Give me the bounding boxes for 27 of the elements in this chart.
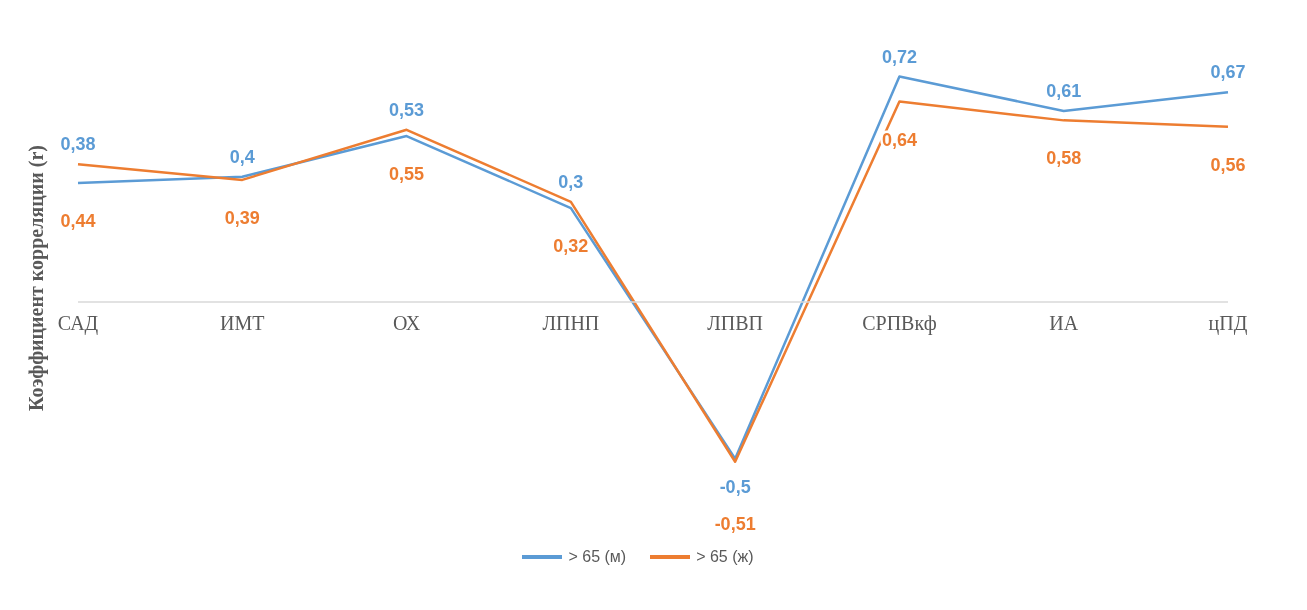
data-label: 0,39 [224, 207, 260, 228]
x-tick-label: ЛПНП [542, 312, 600, 335]
data-label: 0,4 [229, 146, 255, 167]
legend-label: > 65 (м) [568, 548, 627, 566]
legend-label: > 65 (ж) [696, 548, 754, 566]
data-label: -0,51 [714, 513, 756, 534]
x-tick-label: ИА [1049, 312, 1079, 335]
data-label: -0,5 [719, 476, 751, 497]
x-tick-label: САД [57, 312, 99, 336]
x-tick-label: цПД [1208, 312, 1248, 336]
data-label: 0,3 [558, 171, 584, 192]
data-label: 0,44 [60, 211, 96, 232]
data-label: 0,72 [881, 46, 917, 67]
data-label: 0,56 [1210, 154, 1246, 175]
data-label: 0,53 [389, 99, 425, 120]
x-tick-label: ИМТ [220, 312, 265, 335]
data-label: 0,55 [389, 164, 425, 185]
y-axis-title: Коэффициент корреляции (r) [24, 145, 48, 411]
data-label: 0,32 [553, 236, 589, 257]
x-tick-label: ОХ [392, 312, 421, 335]
data-label: 0,58 [1046, 148, 1082, 169]
data-label: 0,61 [1046, 80, 1082, 101]
data-label: 0,38 [60, 134, 96, 155]
data-label: 0,67 [1210, 62, 1246, 83]
data-label: 0,64 [881, 129, 917, 150]
x-tick-label: СРПВкф [862, 312, 937, 336]
x-tick-label: ЛПВП [707, 312, 764, 335]
